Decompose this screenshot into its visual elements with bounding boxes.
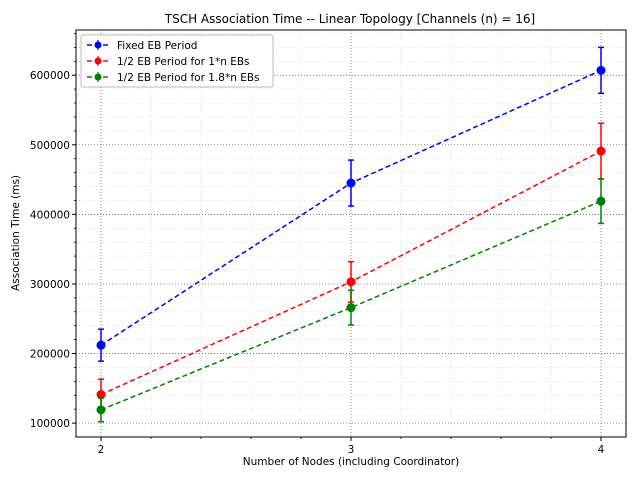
y-tick-label: 600000 — [30, 70, 70, 82]
legend-marker — [94, 41, 102, 49]
legend-marker — [94, 57, 102, 65]
y-tick-label: 400000 — [30, 209, 70, 221]
data-point — [346, 178, 356, 188]
data-point — [596, 146, 606, 156]
y-axis-label: Association Time (ms) — [10, 175, 22, 291]
axes: 100000 200000 300000 400000 500000 600000 2 3 4 — [30, 33, 605, 456]
data-point — [596, 196, 606, 206]
y-tick-label: 200000 — [30, 349, 70, 361]
y-tick-label: 300000 — [30, 279, 70, 291]
series — [96, 122, 606, 411]
x-axis-label: Number of Nodes (including Coordinator) — [243, 456, 459, 468]
legend-label: 1/2 EB Period for 1.8*n EBs — [117, 72, 260, 84]
legend-box — [80, 34, 274, 88]
series-layer — [96, 46, 606, 423]
series — [96, 46, 606, 362]
x-tick-label: 2 — [98, 444, 105, 456]
series — [96, 178, 606, 423]
legend-marker — [94, 73, 102, 81]
chart-title: TSCH Association Time -- Linear Topology… — [164, 12, 536, 26]
legend-label: Fixed EB Period — [117, 40, 197, 52]
legend: Fixed EB Period 1/2 EB Period for 1*n EBs… — [80, 34, 274, 88]
data-point — [96, 405, 106, 415]
data-point — [96, 340, 106, 350]
data-point — [596, 65, 606, 75]
x-tick-label: 4 — [598, 444, 605, 456]
grid — [76, 30, 626, 437]
x-tick-label: 3 — [348, 444, 355, 456]
legend-label: 1/2 EB Period for 1*n EBs — [117, 56, 250, 68]
series-line — [100, 200, 602, 411]
data-point — [346, 277, 356, 287]
data-point — [346, 303, 356, 313]
y-tick-label: 100000 — [30, 418, 70, 430]
y-tick-label: 500000 — [30, 140, 70, 152]
